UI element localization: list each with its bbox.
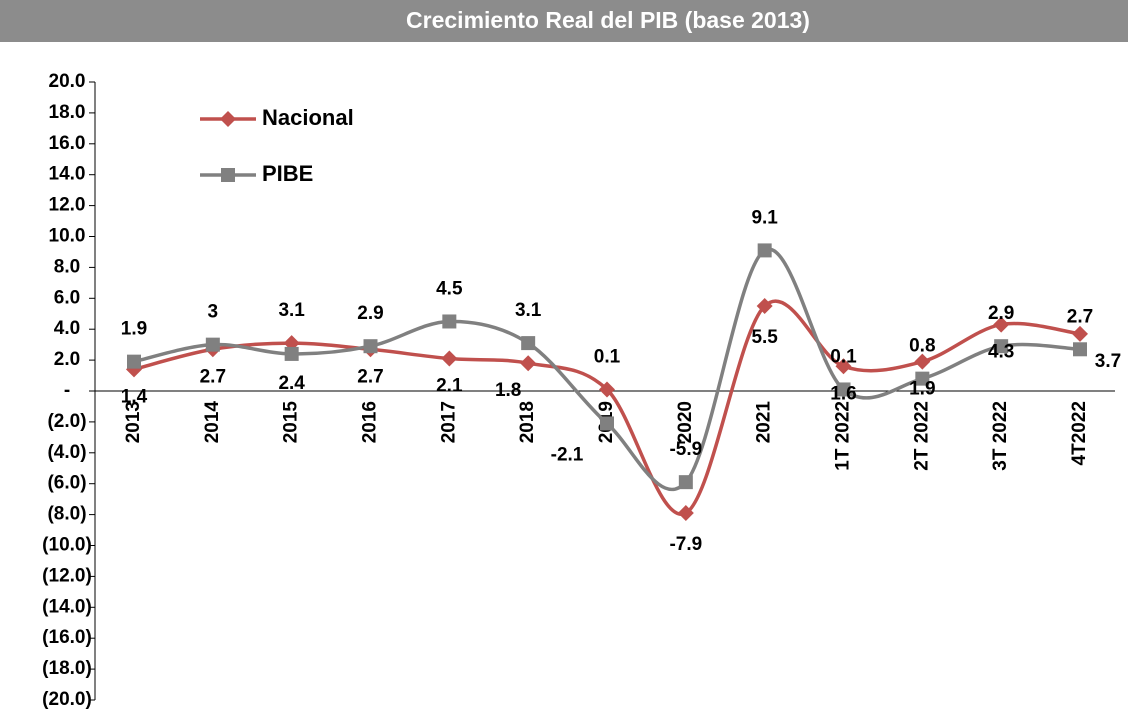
y-tick-label: 6.0 — [54, 287, 80, 308]
series-line — [133, 247, 1081, 492]
y-tick-label: 18.0 — [49, 102, 86, 123]
point — [677, 505, 694, 522]
point — [914, 353, 931, 370]
legend-marker — [221, 168, 235, 182]
point — [284, 346, 299, 361]
data-label: 3.1 — [515, 300, 542, 321]
data-label: 3.1 — [278, 300, 305, 321]
chart-title: Crecimiento Real del PIB (base 2013) — [406, 7, 810, 33]
data-label: 0.1 — [594, 346, 621, 367]
title-bar — [0, 0, 1128, 42]
data-label: 3.7 — [1095, 351, 1121, 372]
x-tick-label: 2015 — [281, 401, 302, 444]
y-tick-label: 10.0 — [49, 226, 86, 247]
x-tick-label: 2021 — [754, 401, 775, 444]
y-tick-label: (10.0) — [42, 535, 92, 556]
y-tick-label: 14.0 — [49, 164, 86, 185]
point — [441, 350, 458, 367]
y-tick-label: (16.0) — [42, 627, 92, 648]
x-tick-label: 4T2022 — [1069, 401, 1090, 465]
y-tick-label: (2.0) — [47, 411, 86, 432]
x-tick-label: 3T 2022 — [990, 401, 1011, 471]
data-label: 2.9 — [357, 303, 383, 324]
y-tick-label: 20.0 — [49, 71, 86, 92]
data-label: 5.5 — [751, 327, 778, 348]
data-label: 1.6 — [830, 383, 856, 404]
y-tick-label: 12.0 — [49, 195, 86, 216]
y-tick-label: (4.0) — [47, 442, 86, 463]
point — [442, 314, 457, 329]
data-label: 0.1 — [830, 346, 857, 367]
x-tick-label: 2016 — [360, 401, 381, 443]
legend-label: Nacional — [262, 105, 354, 130]
point — [835, 358, 852, 375]
y-tick-label: (12.0) — [42, 565, 92, 586]
y-tick-label: (18.0) — [42, 658, 92, 679]
y-tick-label: (20.0) — [42, 689, 92, 710]
data-label: 2.9 — [988, 303, 1014, 324]
data-label: 1.4 — [121, 386, 148, 407]
data-label: 2.7 — [1067, 306, 1093, 327]
y-tick-label: 8.0 — [54, 256, 80, 277]
data-label: 0.8 — [909, 336, 935, 357]
data-label: 4.5 — [436, 278, 463, 299]
x-tick-label: 2018 — [517, 401, 538, 443]
point — [127, 354, 141, 369]
point — [757, 243, 772, 258]
point — [993, 316, 1010, 333]
point — [363, 339, 378, 354]
x-tick-label: 1T 2022 — [833, 401, 854, 471]
point — [205, 337, 220, 352]
point — [521, 336, 536, 351]
point — [599, 381, 615, 398]
point — [678, 475, 693, 490]
point — [1073, 342, 1087, 357]
x-tick-label: 2020 — [675, 401, 696, 443]
data-label: 4.3 — [988, 342, 1014, 363]
y-tick-label: (14.0) — [42, 596, 92, 617]
data-label: 2.7 — [200, 366, 226, 387]
y-tick-label: (8.0) — [47, 504, 86, 525]
y-tick-label: 2.0 — [54, 349, 80, 370]
point — [836, 382, 851, 397]
point — [520, 355, 537, 372]
data-label: 1.8 — [495, 380, 521, 401]
data-label: 1.9 — [909, 379, 935, 400]
x-tick-label: 2014 — [202, 401, 223, 444]
data-label: -2.1 — [551, 444, 584, 465]
data-label: 2.7 — [357, 366, 383, 387]
point — [994, 339, 1009, 354]
data-label: 2.1 — [436, 376, 463, 397]
point — [915, 371, 930, 386]
point — [1072, 325, 1088, 342]
data-label: 9.1 — [751, 207, 778, 228]
y-tick-label: 4.0 — [54, 318, 80, 339]
data-label: 3 — [208, 302, 219, 323]
data-label: 1.9 — [121, 319, 147, 340]
data-label: 2.4 — [278, 373, 305, 394]
x-tick-label: 2T 2022 — [911, 401, 932, 471]
data-label: -7.9 — [669, 534, 702, 555]
data-label: -5.9 — [669, 439, 702, 460]
y-tick-label: 16.0 — [49, 133, 86, 154]
x-tick-label: 2017 — [438, 401, 459, 443]
legend-label: PIBE — [262, 161, 313, 186]
legend-marker — [220, 111, 236, 127]
x-tick-label: 2013 — [123, 401, 144, 443]
point — [600, 416, 614, 431]
y-tick-label: (6.0) — [47, 473, 86, 494]
point — [756, 298, 773, 315]
y-tick-label: - — [64, 380, 70, 401]
